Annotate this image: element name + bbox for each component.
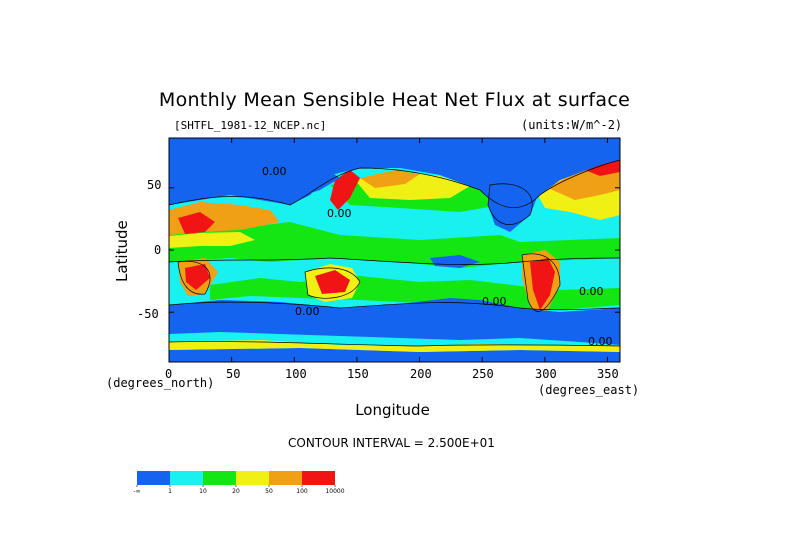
y-axis-label: Latitude xyxy=(113,220,131,282)
colorbar-swatch xyxy=(203,471,236,485)
contour-label: 0.00 xyxy=(295,305,320,318)
x-tick-label: 200 xyxy=(410,367,432,381)
southern-ocean-blue xyxy=(169,298,620,345)
x-axis-unit: (degrees_east) xyxy=(538,383,640,397)
colorbar-swatch xyxy=(236,471,269,485)
x-tick-label: 250 xyxy=(472,367,494,381)
colorbar-swatch xyxy=(269,471,302,485)
contour-interval-text: CONTOUR INTERVAL = 2.500E+01 xyxy=(288,436,495,450)
colorbar-swatch xyxy=(302,471,335,485)
x-axis-ticks xyxy=(168,138,608,362)
north-africa-yellow xyxy=(169,232,255,248)
x-axis-label: Longitude xyxy=(0,401,789,419)
y-axis-unit: (degrees_north) xyxy=(106,376,215,390)
contour-label: 0.00 xyxy=(482,295,507,308)
north-pacific-orange xyxy=(360,170,420,188)
x-axis-label-text: Longitude xyxy=(355,401,430,419)
south-africa-red xyxy=(185,264,210,290)
colorbar-label: -∞ xyxy=(133,488,140,495)
arabia-red xyxy=(178,212,215,234)
chart-title: Monthly Mean Sensible Heat Net Flux at s… xyxy=(158,89,631,111)
colorbar-label: 50 xyxy=(265,488,273,495)
colorbar: -∞ 1 10 20 50 100 10000 xyxy=(133,471,345,495)
contour-label: 0.00 xyxy=(588,335,613,348)
north-america-blue xyxy=(488,180,540,232)
antarctic-blue xyxy=(169,348,620,362)
x-tick-label: 0 xyxy=(165,367,173,381)
colorbar-label: 1 xyxy=(168,488,172,495)
y-tick-label: 0 xyxy=(154,243,162,257)
chart-subtitle-file: [SHTFL_1981-12_NCEP.nc] xyxy=(174,119,327,132)
kuroshio-red xyxy=(330,170,360,210)
colorbar-label: 10 xyxy=(199,488,207,495)
y-axis-ticks xyxy=(169,187,620,313)
contour-label: 0.00 xyxy=(327,207,352,220)
x-tick-label: 100 xyxy=(285,367,307,381)
colorbar-swatch xyxy=(170,471,203,485)
colorbar-label: 100 xyxy=(296,488,308,495)
tropical-green-region xyxy=(169,222,620,268)
y-tick-label: -50 xyxy=(137,307,159,321)
x-tick-label: 150 xyxy=(347,367,369,381)
x-tick-label: 350 xyxy=(597,367,619,381)
colorbar-swatch xyxy=(137,471,170,485)
x-tick-label: 300 xyxy=(535,367,557,381)
contour-label: 0.00 xyxy=(262,165,287,178)
chart-subtitle-units: (units:W/m^-2) xyxy=(521,118,623,132)
contour-lines xyxy=(169,159,620,347)
contour-label: 0.00 xyxy=(579,285,604,298)
y-tick-label: 50 xyxy=(147,178,162,192)
x-tick-label: 50 xyxy=(226,367,241,381)
y-axis-label-text: Latitude xyxy=(113,220,131,282)
australia-red xyxy=(315,270,350,294)
antarctic-yellow xyxy=(169,340,620,352)
colorbar-label: 20 xyxy=(232,488,240,495)
south-america-red xyxy=(530,258,555,310)
eurasia-blue xyxy=(230,160,340,200)
colorbar-label: 10000 xyxy=(325,488,344,495)
